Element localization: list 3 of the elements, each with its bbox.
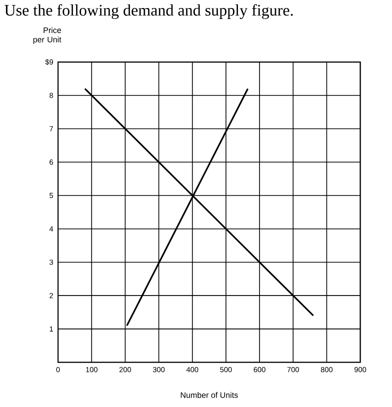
chart-title: Use the following demand and supply figure.	[4, 4, 293, 19]
x-axis-title: Number of Units	[180, 392, 238, 398]
y-axis-title: Price per Unit	[33, 27, 62, 44]
